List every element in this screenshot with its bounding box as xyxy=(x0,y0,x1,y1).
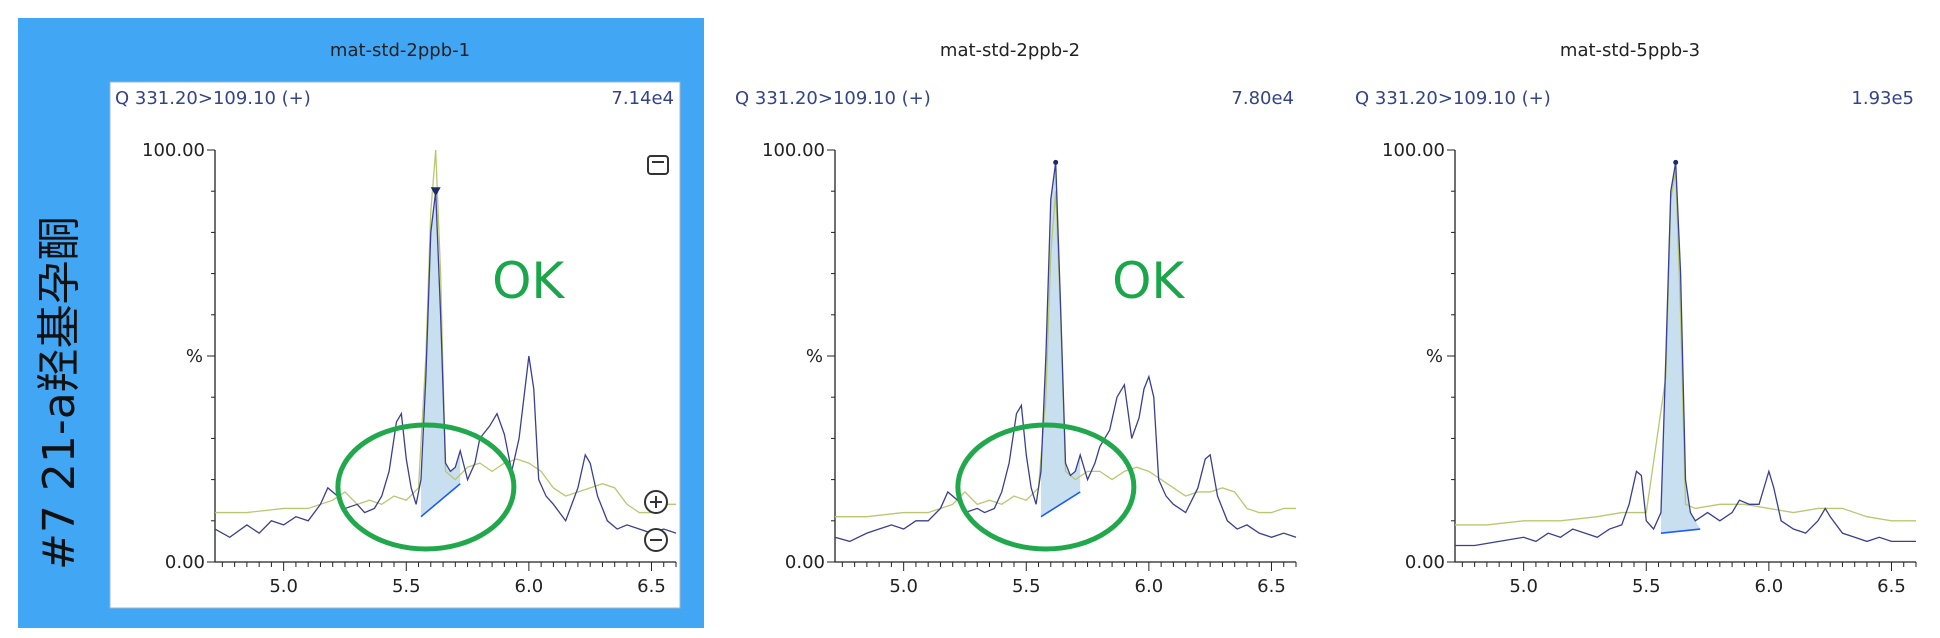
x-tick-label: 6.5 xyxy=(637,576,666,597)
intensity-label: 7.14e4 xyxy=(611,88,674,109)
compound-label-text: #7 21-a羟基孕酮 xyxy=(34,216,85,570)
channel-label: Q 331.20>109.10 (+) xyxy=(115,88,311,109)
y-tick-label: 0.00 xyxy=(165,552,205,573)
plot-frame xyxy=(109,81,681,609)
x-tick-label: 5.5 xyxy=(392,576,421,597)
y-tick-label: 100.00 xyxy=(142,140,205,161)
integrated-peak-area xyxy=(420,191,461,517)
compound-label: #7 21-a羟基孕酮 xyxy=(18,60,98,580)
peak-baseline xyxy=(420,483,461,518)
highlight-ellipse xyxy=(335,422,517,552)
ok-annotation: OK xyxy=(492,252,565,310)
peak-apex-marker xyxy=(430,187,441,197)
y-axis-label: % xyxy=(186,346,203,367)
x-tick-label: 5.0 xyxy=(269,576,298,597)
chromatogram-trace xyxy=(214,191,677,539)
x-tick-label: 6.0 xyxy=(515,576,544,597)
restore-view-icon[interactable] xyxy=(647,155,669,175)
chromatogram-title: mat-std-2ppb-1 xyxy=(330,40,470,61)
reference-trace xyxy=(215,149,676,514)
zoom-controls[interactable] xyxy=(644,155,669,552)
